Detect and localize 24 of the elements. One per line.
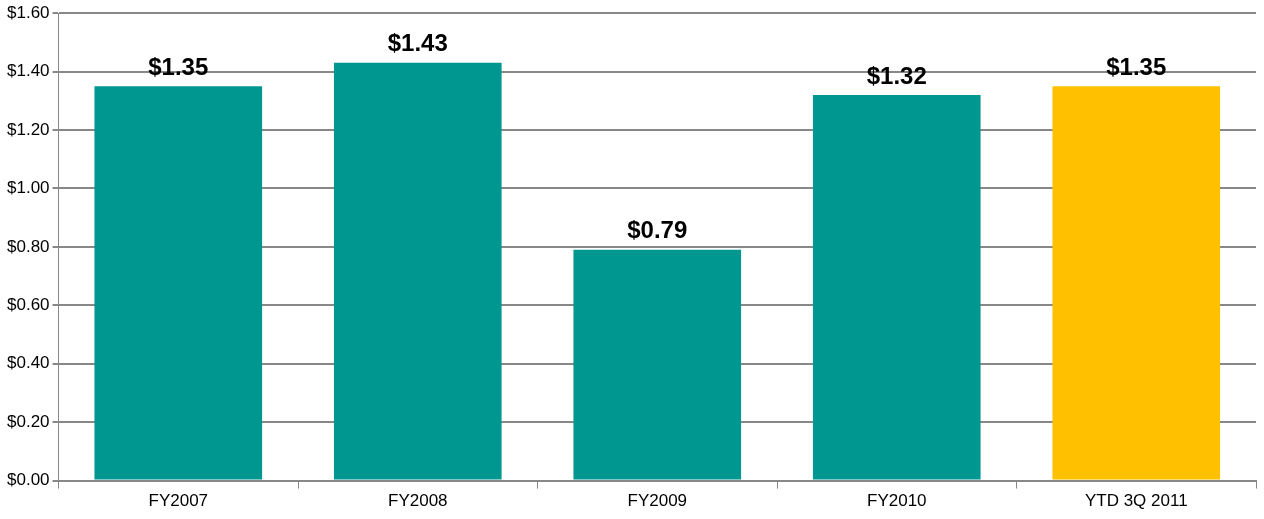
data-label: $0.79 bbox=[627, 216, 688, 244]
data-label: $1.43 bbox=[387, 29, 448, 57]
x-tick-label: FY2010 bbox=[866, 491, 927, 511]
y-tick-label: $1.20 bbox=[6, 119, 50, 139]
x-tick-label: FY2009 bbox=[627, 491, 688, 511]
y-tick-label: $0.60 bbox=[6, 295, 50, 315]
y-tick-label: $1.40 bbox=[6, 61, 50, 81]
x-tick-label: FY2008 bbox=[388, 491, 448, 511]
y-tick-label: $0.40 bbox=[6, 353, 50, 373]
x-tick-label: FY2007 bbox=[148, 491, 209, 511]
bar bbox=[1052, 86, 1221, 480]
data-label: $1.35 bbox=[148, 52, 209, 80]
data-label: $1.35 bbox=[1106, 52, 1167, 80]
y-tick-label: $0.80 bbox=[6, 236, 50, 256]
bar bbox=[94, 86, 263, 480]
data-label: $1.32 bbox=[866, 61, 927, 89]
x-tick-label: YTD 3Q 2011 bbox=[1084, 491, 1188, 511]
y-tick-label: $0.20 bbox=[6, 411, 50, 431]
bar bbox=[573, 249, 742, 480]
y-tick-label: $1.60 bbox=[6, 2, 50, 22]
y-tick-label: $1.00 bbox=[6, 178, 50, 198]
y-tick-label: $0.00 bbox=[6, 470, 50, 490]
bar bbox=[812, 95, 981, 480]
bar bbox=[333, 62, 502, 480]
